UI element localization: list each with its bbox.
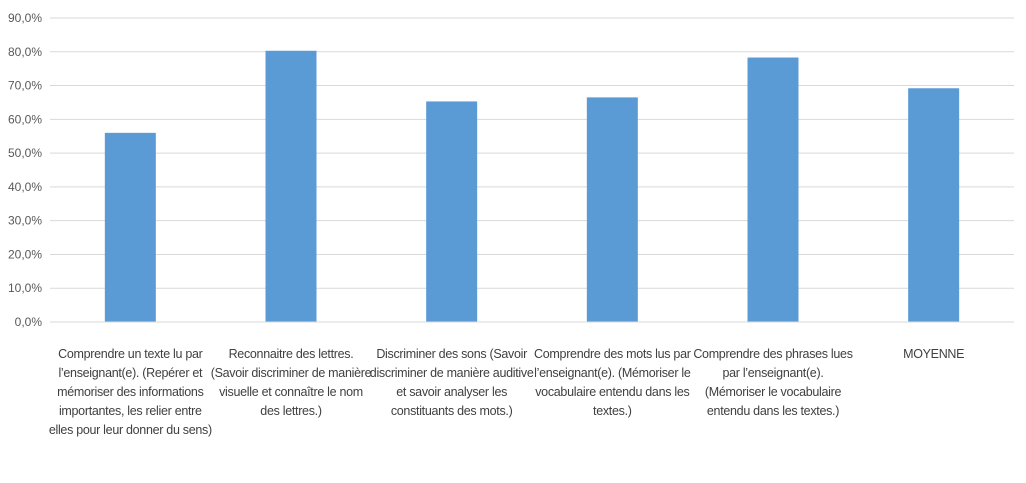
y-tick-label: 50,0% [8,146,42,160]
y-axis-tick-labels: 0,0% 10,0% 20,0% 30,0% 40,0% 50,0% 60,0% 70,0% 8… [8,11,42,329]
y-tick-label: 40,0% [8,180,42,194]
bar [265,50,317,323]
bar [586,97,638,322]
y-tick-label: 10,0% [8,281,42,295]
y-tick-label: 60,0% [8,112,42,126]
y-tick-label: 30,0% [8,214,42,228]
y-tick-label: 80,0% [8,45,42,59]
x-category-label: MOYENNE [903,347,965,361]
y-tick-label: 20,0% [8,247,42,261]
x-category-label: Reconnaitre des lettres. (Savoir discrim… [210,347,372,418]
bar [908,88,960,322]
y-tick-label: 0,0% [15,315,43,329]
bar [104,132,156,322]
y-tick-label: 70,0% [8,79,42,93]
x-category-label: Comprendre des mots lus par l’enseignant… [534,347,691,418]
gridlines [50,17,1014,289]
x-category-label: Comprendre un texte lu par l’enseignant(… [48,347,212,437]
x-category-label: Discriminer des sons (Savoir discriminer… [369,347,534,418]
bars [104,50,960,323]
bar [426,101,478,322]
y-tick-label: 90,0% [8,11,42,25]
x-category-label: Comprendre des phrases lues par l’enseig… [693,347,853,418]
bar [747,57,799,323]
